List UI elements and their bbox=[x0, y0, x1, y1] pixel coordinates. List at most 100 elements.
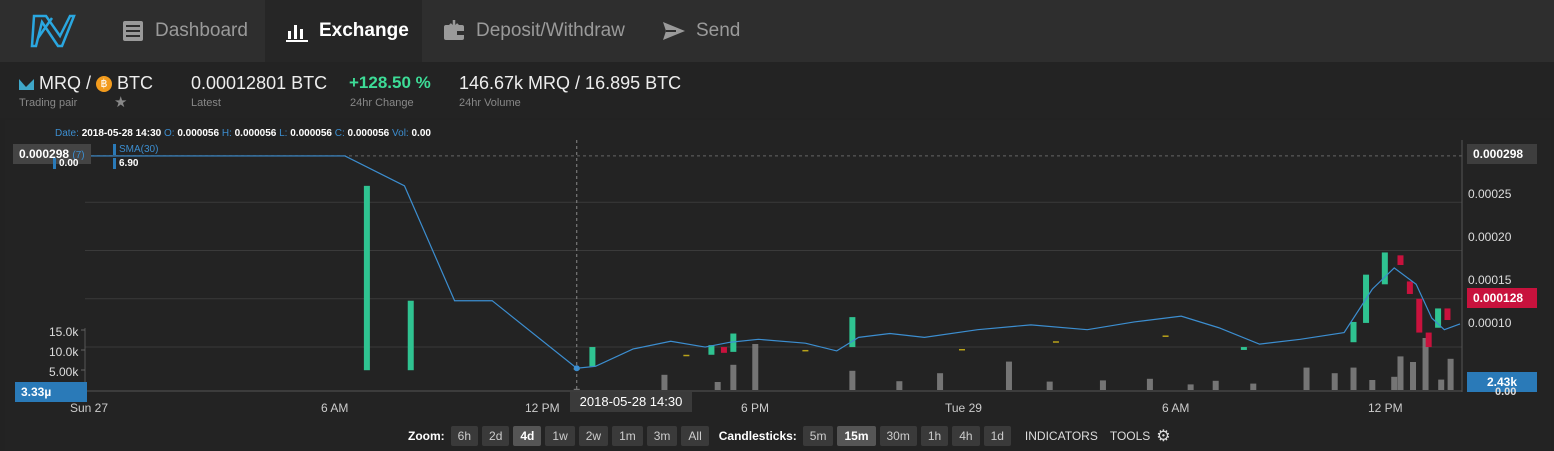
volume-bar bbox=[714, 382, 721, 390]
indicators-button[interactable]: INDICATORS bbox=[1024, 429, 1098, 443]
zoom-3m-button[interactable]: 3m bbox=[646, 426, 678, 446]
open-label: O: bbox=[163, 128, 175, 139]
candle bbox=[1162, 335, 1169, 337]
top-nav: Dashboard Exchange Deposit/Withdraw Send bbox=[0, 0, 1554, 62]
mrq-coin-icon bbox=[19, 78, 34, 90]
left-price-tag-value: 0.000298 bbox=[19, 147, 70, 161]
date-label: Date: bbox=[55, 128, 79, 139]
tools-button[interactable]: TOOLS bbox=[1109, 429, 1151, 443]
wallet-icon bbox=[444, 20, 464, 40]
candle bbox=[1350, 321, 1357, 343]
candle bbox=[1416, 298, 1423, 333]
volume-bar bbox=[1447, 358, 1454, 390]
volume-bar bbox=[1046, 381, 1053, 390]
candle-1d-button[interactable]: 1d bbox=[983, 426, 1011, 446]
candle bbox=[363, 185, 370, 371]
candle-4h-button[interactable]: 4h bbox=[952, 426, 980, 446]
trading-pair[interactable]: MRQ / ฿ BTC bbox=[18, 73, 153, 94]
volume-bar bbox=[1099, 380, 1106, 390]
low-value: 0.000056 bbox=[290, 128, 332, 139]
vol-label: Vol: bbox=[392, 128, 409, 139]
chart-canvas[interactable] bbox=[5, 120, 1551, 420]
zoom-1w-button[interactable]: 1w bbox=[545, 426, 575, 446]
volume-bar bbox=[1410, 362, 1417, 390]
favorite-star-icon[interactable]: ★ bbox=[114, 94, 128, 111]
candle bbox=[1425, 332, 1432, 348]
change-label: 24hr Change bbox=[350, 97, 414, 109]
btc-coin-icon: ฿ bbox=[96, 75, 113, 92]
low-label: L: bbox=[279, 128, 288, 139]
candle bbox=[1444, 308, 1451, 321]
vol-value: 0.00 bbox=[411, 128, 431, 139]
price-chart[interactable]: Date: 2018-05-28 14:30 O: 0.000056 H: 0.… bbox=[5, 120, 1551, 450]
tab-send[interactable]: Send bbox=[662, 0, 740, 62]
volume-bar bbox=[730, 364, 737, 390]
volume-bar bbox=[1438, 379, 1445, 390]
sma-line bbox=[85, 155, 1461, 369]
volume-bar bbox=[1350, 367, 1357, 390]
volume-tick: 15.0k bbox=[49, 325, 79, 339]
close-value: 0.000056 bbox=[347, 128, 390, 139]
zoom-2w-button[interactable]: 2w bbox=[578, 426, 609, 446]
zoom-6h-button[interactable]: 6h bbox=[450, 426, 479, 446]
volume-bar bbox=[1397, 356, 1404, 390]
volume-bar bbox=[1250, 383, 1257, 390]
volume-bar bbox=[849, 370, 856, 390]
pair-quote: BTC bbox=[117, 73, 154, 93]
time-label: Tue 29 bbox=[945, 401, 982, 415]
candle bbox=[1240, 347, 1247, 350]
candle-15m-button[interactable]: 15m bbox=[837, 426, 876, 446]
candle-30m-button[interactable]: 30m bbox=[879, 426, 917, 446]
open-value: 0.000056 bbox=[177, 128, 220, 139]
change-24h: +128.50 % bbox=[349, 73, 431, 92]
tab-dashboard[interactable]: Dashboard bbox=[103, 0, 266, 62]
time-label: 6 AM bbox=[1162, 401, 1190, 415]
volume-bar bbox=[1391, 376, 1398, 390]
time-label: 6 AM bbox=[321, 401, 349, 415]
tab-deposit-withdraw[interactable]: Deposit/Withdraw bbox=[442, 0, 625, 62]
time-label: 12 PM bbox=[1368, 401, 1403, 415]
ohlc-readout: Date: 2018-05-28 14:30 O: 0.000056 H: 0.… bbox=[55, 128, 431, 139]
price-tick: 0.00010 bbox=[1468, 316, 1512, 330]
tab-label: Exchange bbox=[319, 20, 409, 41]
volume-bar bbox=[1005, 361, 1012, 390]
volume-bar bbox=[896, 381, 903, 390]
candle bbox=[1397, 255, 1404, 265]
candle bbox=[1435, 308, 1442, 328]
market-info-bar: MRQ / ฿ BTC Trading pair ★ 0.00012801 BT… bbox=[0, 62, 1554, 171]
tab-exchange[interactable]: Exchange bbox=[265, 0, 422, 62]
left-price-tag: 0.000298 (7) bbox=[13, 144, 91, 164]
dashboard-icon bbox=[123, 21, 143, 41]
candle-1h-button[interactable]: 1h bbox=[920, 426, 949, 446]
volume-right-tag: 2.43k bbox=[1467, 372, 1537, 392]
volume-bar bbox=[661, 374, 668, 390]
tab-label: Send bbox=[696, 20, 741, 41]
volume-left-tag: 3.33µ bbox=[15, 382, 87, 402]
volume-bar bbox=[1422, 338, 1429, 390]
zoom-2d-button[interactable]: 2d bbox=[482, 426, 510, 446]
crosshair-point bbox=[573, 365, 580, 372]
gear-icon[interactable]: ⚙ bbox=[1156, 428, 1171, 445]
volume-label: 24hr Volume bbox=[459, 97, 521, 109]
volume-bar bbox=[573, 388, 580, 390]
candle bbox=[589, 347, 596, 367]
volume-24h: 146.67k MRQ / 16.895 BTC bbox=[459, 73, 682, 93]
high-value: 0.000056 bbox=[234, 128, 277, 139]
volume-bar bbox=[1369, 380, 1376, 390]
date-value: 2018-05-28 14:30 bbox=[81, 128, 162, 139]
zoom-1m-button[interactable]: 1m bbox=[612, 426, 643, 446]
crosshair-time-tag: 2018-05-28 14:30 bbox=[570, 392, 692, 412]
chart-controls: Zoom: 6h 2d 4d 1w 2w 1m 3m All Candlesti… bbox=[5, 422, 1551, 450]
zoom-all-button[interactable]: All bbox=[681, 426, 709, 446]
app-logo-icon[interactable] bbox=[30, 8, 76, 54]
candle-5m-button[interactable]: 5m bbox=[802, 426, 834, 446]
tab-label: Deposit/Withdraw bbox=[476, 20, 625, 41]
volume-tick: 5.00k bbox=[49, 365, 79, 379]
candle bbox=[849, 317, 856, 348]
zoom-4d-button[interactable]: 4d bbox=[513, 426, 542, 446]
high-label: H: bbox=[221, 128, 232, 139]
time-label: 6 PM bbox=[741, 401, 770, 415]
volume-bar bbox=[1187, 384, 1194, 390]
candle bbox=[1052, 341, 1059, 343]
candle bbox=[1406, 281, 1413, 294]
